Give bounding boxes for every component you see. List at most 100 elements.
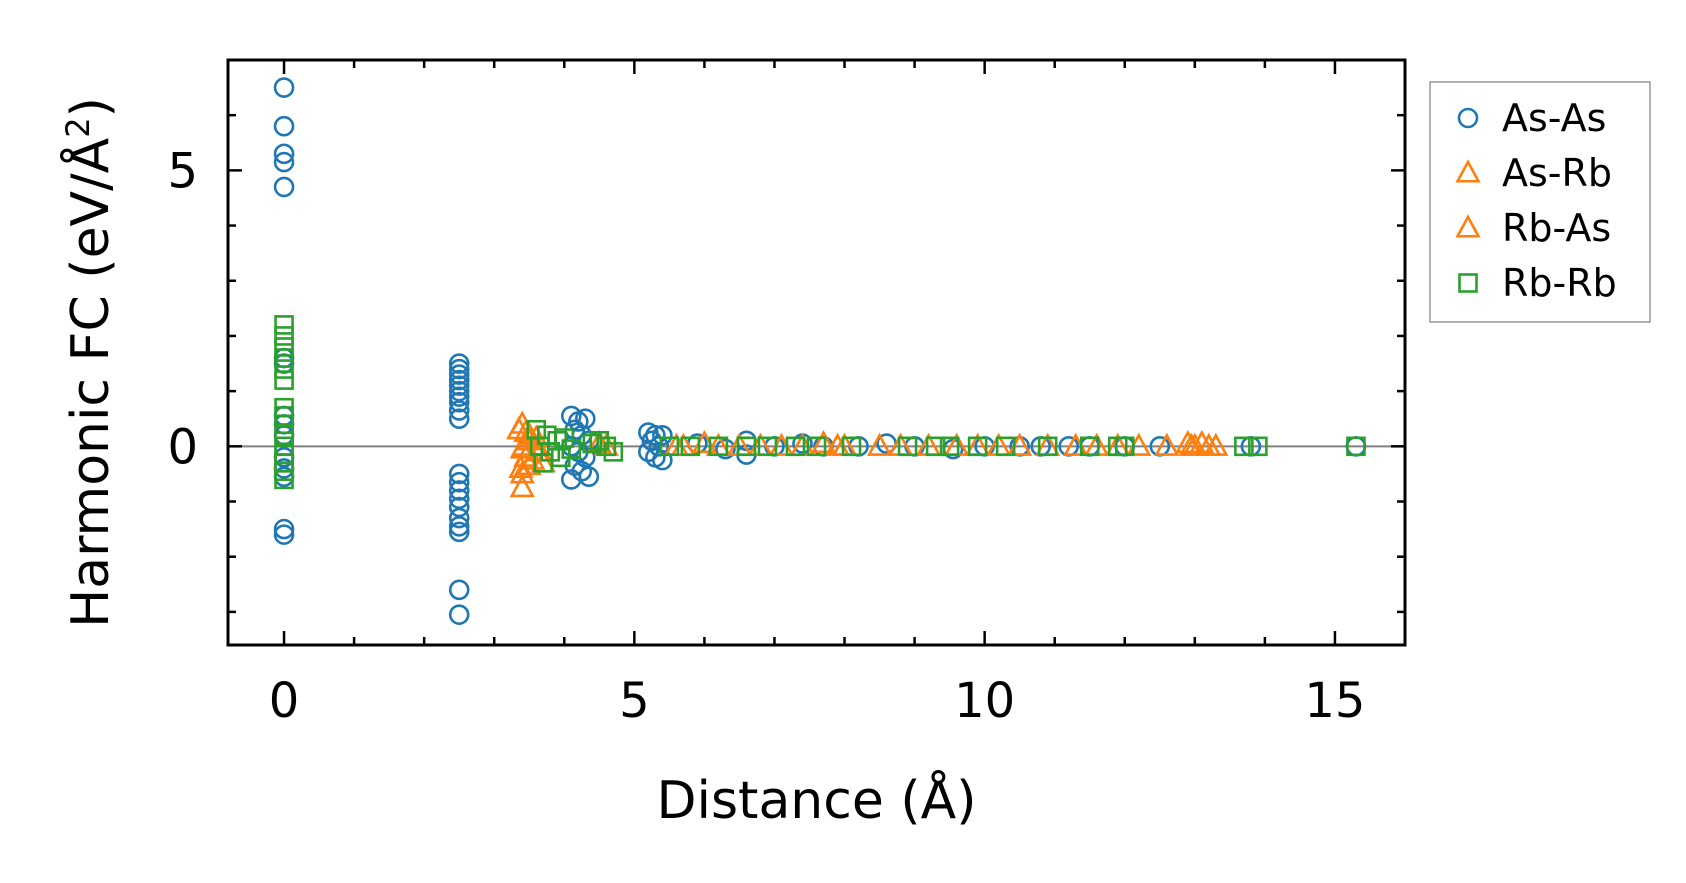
data-point-rb-as — [511, 432, 537, 456]
data-point-as-as — [273, 524, 295, 545]
data-point-rb-rb — [554, 428, 575, 448]
legend-marker — [1455, 159, 1481, 183]
data-point-as-as — [448, 358, 470, 380]
series-as-rb — [509, 410, 1222, 484]
data-point-as-as — [448, 375, 470, 396]
data-point-rb-rb — [897, 436, 918, 457]
data-point-rb-as — [1203, 432, 1229, 456]
y-axis-title-main: Harmonic FC (eV/Å — [59, 137, 121, 628]
data-point-rb-as — [1178, 432, 1204, 456]
legend-label: As-As — [1502, 96, 1606, 140]
series-rb-as — [506, 416, 1229, 498]
data-point-as-as — [448, 488, 470, 510]
data-point-rb-as — [509, 473, 535, 498]
data-point-as-as — [273, 151, 295, 173]
x-tick-label: 0 — [269, 673, 300, 729]
data-point-as-as — [652, 424, 673, 446]
data-point-as-as — [648, 436, 670, 457]
data-point-rb-rb — [1234, 436, 1254, 457]
legend-marker — [1457, 107, 1479, 129]
axis-ticks — [228, 58, 1407, 645]
data-point-rb-as — [506, 416, 532, 440]
data-point-rb-rb — [589, 431, 610, 451]
legend-label: As-Rb — [1502, 151, 1612, 195]
y-axis-title-superscript: 2 — [59, 117, 97, 137]
data-point-as-as — [448, 516, 470, 537]
data-point-as-as — [448, 391, 470, 413]
legend-label: Rb-Rb — [1502, 261, 1617, 305]
data-point-as-as — [448, 386, 470, 407]
data-point-as-as — [273, 518, 295, 540]
data-points — [273, 77, 1367, 625]
data-point-rb-as — [520, 446, 546, 470]
data-point-rb-rb — [533, 453, 554, 473]
data-point-rb-rb — [757, 436, 778, 457]
legend-items: As-As As-Rb Rb-As Rb-Rb — [1455, 96, 1617, 305]
x-axis-title: Distance (Å) — [656, 769, 976, 831]
y-tick-label: 5 — [167, 143, 198, 199]
data-point-as-as — [448, 380, 470, 402]
data-point-rb-as — [1154, 432, 1180, 456]
data-point-rb-rb — [659, 436, 680, 457]
data-point-rb-rb — [274, 337, 294, 357]
data-point-as-as — [448, 507, 470, 529]
data-point-as-as — [448, 463, 470, 485]
data-point-as-rb — [1175, 429, 1201, 454]
data-point-rb-rb — [1079, 436, 1100, 457]
legend-marker — [1458, 273, 1478, 293]
data-point-as-as — [273, 176, 295, 198]
x-tick-label: 15 — [1304, 673, 1365, 729]
data-point-rb-rb — [274, 315, 294, 335]
legend-item-as-rb: As-Rb — [1455, 151, 1612, 195]
data-point-rb-rb — [1346, 436, 1366, 457]
data-point-as-as — [448, 521, 470, 543]
legend-label: Rb-As — [1502, 206, 1611, 250]
data-point-as-as — [448, 369, 470, 391]
data-point-as-as — [560, 469, 582, 490]
series-as-as — [273, 77, 1367, 625]
data-point-rb-rb — [939, 436, 960, 457]
data-point-as-rb — [509, 460, 535, 484]
data-point-rb-as — [866, 432, 893, 456]
data-point-rb-rb — [274, 359, 294, 379]
data-point-rb-rb — [995, 436, 1016, 457]
data-point-rb-rb — [561, 439, 582, 459]
data-point-rb-rb — [806, 436, 827, 457]
data-point-rb-rb — [540, 442, 561, 462]
data-point-as-as — [652, 449, 673, 471]
data-point-rb-rb — [274, 348, 294, 368]
data-point-rb-rb — [596, 436, 617, 457]
data-point-rb-rb — [274, 469, 294, 490]
legend-item-rb-as: Rb-As — [1455, 206, 1611, 250]
data-point-as-as — [448, 471, 470, 493]
data-point-rb-rb — [925, 436, 946, 457]
data-point-rb-rb — [603, 442, 624, 462]
data-point-rb-rb — [274, 425, 294, 446]
data-point-rb-rb — [274, 414, 294, 435]
data-point-as-rb — [1189, 429, 1215, 454]
plot-area: 0 5 10 15 0 5 — [167, 58, 1407, 729]
legend-item-rb-rb: Rb-Rb — [1458, 261, 1617, 305]
data-point-rb-rb — [736, 436, 757, 457]
data-point-as-as — [273, 424, 295, 446]
series-rb-rb — [274, 315, 1366, 490]
data-point-as-as — [448, 480, 470, 501]
data-point-rb-rb — [680, 436, 701, 457]
data-point-as-as — [273, 115, 295, 137]
data-point-as-as — [448, 364, 470, 385]
data-point-as-as — [448, 353, 470, 374]
data-point-rb-rb — [1037, 436, 1058, 457]
data-point-rb-rb — [582, 433, 603, 454]
data-point-rb-rb — [785, 436, 806, 457]
data-point-as-as — [448, 579, 470, 601]
x-tick-label: 5 — [619, 673, 650, 729]
data-point-as-rb — [810, 429, 837, 454]
y-axis-title: Harmonic FC (eV/Å2) — [59, 97, 121, 628]
axis-tick-labels: 0 5 10 15 0 5 — [167, 143, 1365, 729]
data-point-as-as — [273, 143, 295, 165]
legend-box — [1429, 81, 1651, 323]
data-point-rb-rb — [967, 436, 988, 457]
data-point-as-as — [448, 400, 470, 421]
y-axis-title-close: ) — [61, 97, 121, 117]
